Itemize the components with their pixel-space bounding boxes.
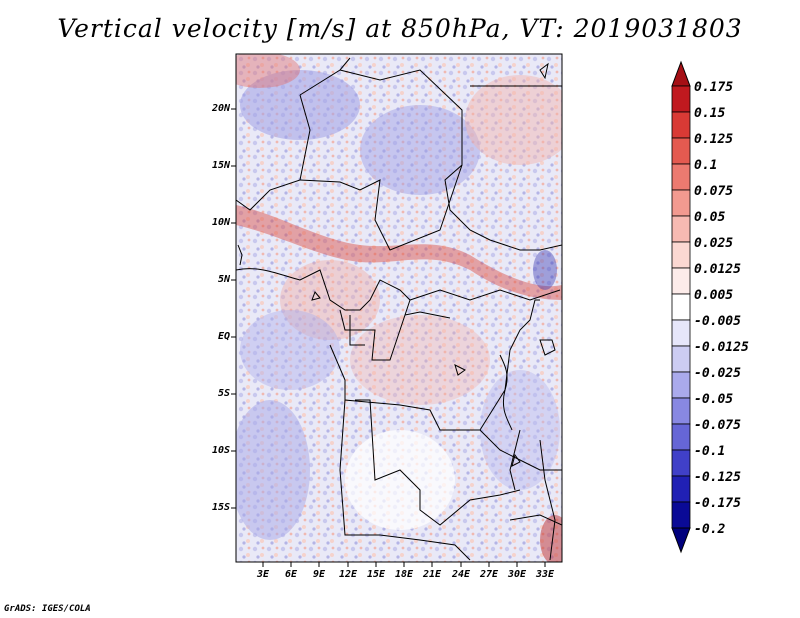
colorbar-label: 0.175 [694, 80, 734, 95]
lon-label-27e: 27E [479, 569, 499, 580]
colorbar-swatch [671, 345, 691, 373]
lat-label-5n: 5N [217, 274, 230, 285]
lon-label-6e: 6E [284, 569, 298, 580]
colorbar-swatch [671, 163, 691, 191]
colorbar-bottom-arrow [671, 527, 691, 554]
lon-label-21e: 21E [422, 569, 442, 580]
lon-label-33e: 33E [535, 569, 555, 580]
lon-ticks [262, 562, 546, 567]
colorbar-label: 0.1 [694, 158, 718, 173]
colorbar-swatch [671, 215, 691, 243]
colorbar-swatch [671, 449, 691, 477]
colorbar-swatch [671, 241, 691, 269]
colorbar-label: 0.15 [694, 106, 726, 121]
colorbar-label: 0.0125 [694, 262, 741, 277]
colorbar-label: -0.175 [694, 496, 741, 511]
lon-label-30e: 30E [507, 569, 527, 580]
colorbar-swatch [671, 267, 691, 295]
lat-label-5s: 5S [217, 388, 230, 399]
grads-credit: GrADS: IGES/COLA [4, 604, 91, 614]
lat-label-15n: 15N [211, 160, 230, 171]
colorbar-label: -0.125 [694, 470, 741, 485]
colorbar-swatch [671, 319, 691, 347]
colorbar-label: -0.2 [694, 522, 726, 537]
colorbar-swatch [671, 85, 691, 113]
lat-label-15s: 15S [211, 502, 230, 513]
colorbar-swatch [671, 137, 691, 165]
colorbar-top-arrow [671, 60, 691, 87]
lon-label-24e: 24E [451, 569, 471, 580]
colorbar-label: -0.075 [694, 418, 741, 433]
colorbar-label: -0.005 [694, 314, 741, 329]
lon-label-18e: 18E [394, 569, 414, 580]
lon-label-15e: 15E [366, 569, 386, 580]
map-frame [235, 53, 563, 563]
lon-label-3e: 3E [256, 569, 270, 580]
page-title: Vertical velocity [m/s] at 850hPa, VT: 2… [57, 14, 743, 43]
lon-label-12e: 12E [338, 569, 358, 580]
velocity-field [236, 54, 562, 562]
colorbar-label: -0.05 [694, 392, 734, 407]
colorbar-swatch [671, 501, 691, 529]
colorbar-label: 0.075 [694, 184, 734, 199]
colorbar-swatch [671, 111, 691, 139]
colorbar-label: 0.005 [694, 288, 734, 303]
colorbar-swatch [671, 189, 691, 217]
lat-label-10s: 10S [211, 445, 230, 456]
colorbar-label: 0.025 [694, 236, 734, 251]
colorbar-label: 0.05 [694, 210, 726, 225]
colorbar-swatch [671, 293, 691, 321]
colorbar-swatch [671, 397, 691, 425]
lat-label-20n: 20N [211, 103, 230, 114]
colorbar-swatch [671, 475, 691, 503]
country-borders [236, 57, 562, 561]
colorbar-label: -0.1 [694, 444, 726, 459]
colorbar-swatch [671, 423, 691, 451]
lat-label-10n: 10N [211, 217, 230, 228]
colorbar [671, 60, 691, 554]
colorbar-swatch [671, 371, 691, 399]
lat-label-eq: EQ [217, 331, 230, 342]
lon-label-9e: 9E [312, 569, 326, 580]
colorbar-label: -0.025 [694, 366, 741, 381]
colorbar-label: -0.0125 [694, 340, 749, 355]
colorbar-label: 0.125 [694, 132, 734, 147]
lat-ticks [231, 108, 236, 509]
